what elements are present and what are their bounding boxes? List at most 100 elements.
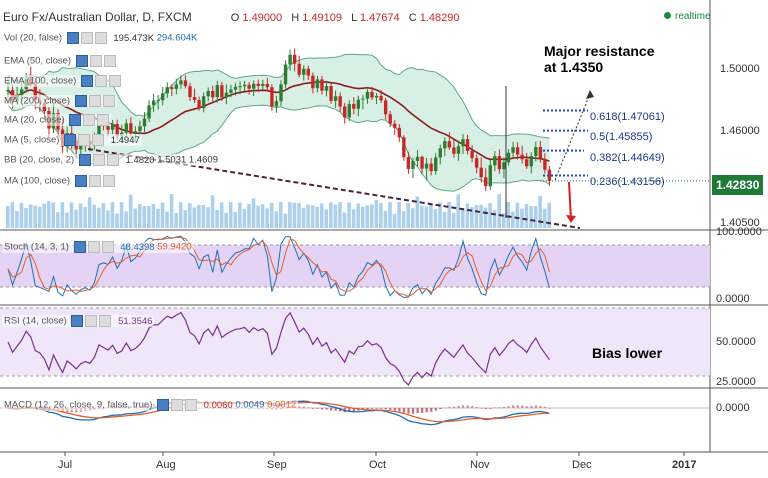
close-icon[interactable] <box>102 95 115 107</box>
volume-bar <box>524 204 529 228</box>
settings-icon[interactable] <box>83 114 96 126</box>
settings-icon[interactable] <box>88 175 101 187</box>
legend-ma-20[interactable]: MA (20, close) <box>2 114 112 126</box>
time-tick-nov: Nov <box>470 459 490 471</box>
volume-bar <box>470 207 474 228</box>
volume-bar <box>87 197 92 228</box>
visibility-icon[interactable] <box>66 32 79 44</box>
visibility-icon[interactable] <box>74 175 87 187</box>
candle-body <box>474 158 479 168</box>
close-icon[interactable] <box>102 175 115 187</box>
volume-bar <box>60 202 65 228</box>
fib-label-0618: 0.618(1.47061) <box>590 111 665 123</box>
visibility-icon[interactable] <box>78 154 91 166</box>
fib-label-0236: 0.236(1.43156) <box>590 176 665 188</box>
settings-icon[interactable] <box>85 315 98 327</box>
volume-bar <box>210 195 215 228</box>
settings-icon[interactable] <box>171 399 184 411</box>
close-icon[interactable] <box>108 75 121 87</box>
candle-body <box>402 137 406 158</box>
settings-icon[interactable] <box>80 32 93 44</box>
price-tick-3: 1.40500 <box>720 217 760 229</box>
visibility-icon[interactable] <box>75 55 88 67</box>
candle-body <box>406 157 411 169</box>
candle-body <box>215 85 219 98</box>
candle-body <box>138 126 142 132</box>
resistance-annotation-line1: Major resistance <box>544 43 655 59</box>
symbol-title[interactable]: Euro Fx/Australian Dollar, D, FXCM <box>3 10 192 24</box>
legend-ema-100[interactable]: EMA (100, close) <box>2 75 123 87</box>
candle-body <box>97 122 101 138</box>
visibility-icon[interactable] <box>73 241 86 253</box>
volume-bar <box>479 204 483 228</box>
candle-body <box>352 104 356 109</box>
macd-histogram-bar <box>525 406 528 408</box>
settings-icon[interactable] <box>94 75 107 87</box>
close-icon[interactable] <box>103 55 116 67</box>
chart-header: Euro Fx/Australian Dollar, D, FXCM O 1.4… <box>3 10 459 24</box>
volume-bar <box>456 194 461 228</box>
volume-bar <box>406 202 410 228</box>
price-tick-1: 1.50000 <box>720 63 760 75</box>
candle-body <box>465 139 470 151</box>
time-tick-2017: 2017 <box>672 459 697 471</box>
candle-body <box>292 54 297 64</box>
volume-bar <box>206 207 210 228</box>
candle-body <box>383 100 388 115</box>
visibility-icon[interactable] <box>80 75 93 87</box>
legend-macd[interactable]: MACD (12, 26, close, 9, false, true) 0.0… <box>2 399 299 411</box>
legend-rsi[interactable]: RSI (14, close) 51.3546 <box>2 315 155 327</box>
legend-ema-50[interactable]: EMA (50, close) <box>2 55 118 67</box>
volume-bar <box>78 203 83 228</box>
legend-stoch[interactable]: Stoch (14, 3, 1) 48.4398 59.9420 <box>2 241 194 253</box>
visibility-icon[interactable] <box>71 315 84 327</box>
candle-body <box>525 159 529 167</box>
candle-body <box>156 100 160 102</box>
macd-histogram-bar <box>416 408 419 414</box>
legend-vol[interactable]: Vol (20, false) 195.473K 294.604K <box>2 32 200 44</box>
legend-ma-100[interactable]: MA (100, close) <box>2 175 117 187</box>
volume-bar <box>547 202 552 228</box>
visibility-icon[interactable] <box>74 95 87 107</box>
close-icon[interactable] <box>99 315 112 327</box>
volume-bar <box>46 201 51 228</box>
macd-histogram-bar <box>543 406 547 408</box>
bollinger-band-fill <box>8 54 550 192</box>
settings-icon[interactable] <box>87 241 100 253</box>
macd-histogram-bar <box>539 405 542 408</box>
volume-bar <box>301 207 306 228</box>
visibility-icon[interactable] <box>69 114 82 126</box>
candle-body <box>247 84 251 89</box>
projection-line <box>554 93 591 181</box>
close-icon[interactable] <box>101 241 114 253</box>
volume-bar <box>274 211 279 228</box>
volume-bar <box>219 202 224 228</box>
close-icon[interactable] <box>94 32 107 44</box>
legend-bb[interactable]: BB (20, close, 2) 1.4820 1.5031 1.4609 <box>2 154 220 166</box>
macd-histogram-bar <box>307 407 310 409</box>
visibility-icon[interactable] <box>64 134 77 146</box>
volume-bar <box>83 206 87 228</box>
close-icon[interactable] <box>106 154 119 166</box>
close-icon[interactable] <box>97 114 110 126</box>
candle-body <box>129 123 133 134</box>
volume-bar <box>128 194 133 228</box>
legend-ma-200[interactable]: MA (200, close) <box>2 95 117 107</box>
close-icon[interactable] <box>185 399 198 411</box>
settings-icon[interactable] <box>88 95 101 107</box>
close-icon[interactable] <box>92 134 105 146</box>
settings-icon[interactable] <box>78 134 91 146</box>
settings-icon[interactable] <box>92 154 105 166</box>
settings-icon[interactable] <box>89 55 102 67</box>
macd-histogram-bar <box>466 405 469 408</box>
legend-ma-5[interactable]: MA (5, close) 1.4947 <box>2 134 142 146</box>
volume-bar <box>501 213 506 228</box>
volume-bar <box>283 213 288 228</box>
visibility-icon[interactable] <box>157 399 170 411</box>
volume-bar <box>306 204 310 228</box>
volume-bar <box>374 199 379 228</box>
candle-body <box>315 79 320 89</box>
macd-axis-zero: 0.0000 <box>716 402 750 414</box>
candle-body <box>211 91 215 98</box>
